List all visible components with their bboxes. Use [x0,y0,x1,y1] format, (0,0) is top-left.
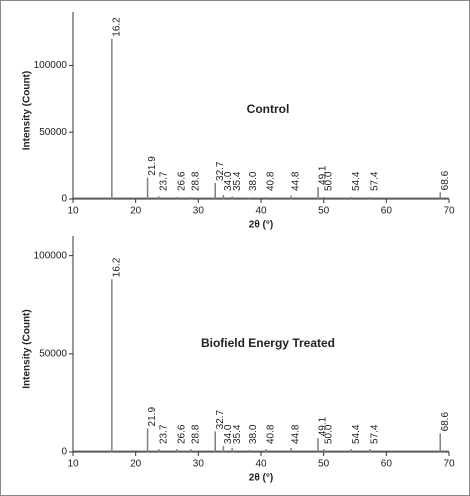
peak-label: 68.6 [440,411,451,431]
x-tick-label: 40 [255,459,267,470]
x-tick-label: 60 [381,459,393,470]
peak-label: 40.8 [266,424,277,444]
peak-label: 35.4 [232,424,243,444]
x-tick-label: 70 [443,459,455,470]
x-tick-label: 50 [318,206,330,217]
x-tick-label: 10 [67,459,79,470]
peak-label: 44.8 [291,424,302,444]
x-tick-label: 20 [130,206,142,217]
x-tick-label: 10 [67,206,79,217]
peak-label: 49.1 [318,165,329,185]
peak-label: 28.8 [190,171,201,191]
peak-label: 23.7 [158,424,169,444]
x-tick-label: 60 [381,206,393,217]
x-tick-label: 30 [193,459,205,470]
x-tick-label: 20 [130,459,142,470]
peak-label: 44.8 [291,171,302,191]
peak-label: 21.9 [147,407,158,427]
peak-label: 50.0 [323,171,334,191]
x-tick-label: 70 [443,206,455,217]
peak-label: 28.8 [190,424,201,444]
y-tick-label: 0 [61,447,67,458]
peak-label: 21.9 [147,156,158,176]
y-tick-label: 50000 [39,348,67,359]
peak-label: 34.0 [223,424,234,444]
peak-label: 50.0 [323,424,334,444]
peak-label: 49.1 [318,416,329,436]
peak-label: 32.7 [215,161,226,181]
peak-label: 16.2 [111,17,122,37]
peak-label: 26.6 [177,424,188,444]
peak-label: 57.4 [370,171,381,191]
y-axis-label: Intensity (Count) [22,309,33,388]
peak-label: 16.2 [111,257,122,277]
x-tick-label: 30 [193,206,205,217]
peak-label: 32.7 [215,409,226,429]
peak-label: 54.4 [351,171,362,191]
x-axis-label: 2θ (°) [249,473,273,484]
y-tick-label: 100000 [34,250,68,261]
peak-label: 38.0 [248,424,259,444]
y-tick-label: 0 [61,194,67,205]
annotation: Control [247,102,290,116]
peak-label: 54.4 [351,424,362,444]
x-tick-label: 40 [255,206,267,217]
peak-label: 26.6 [177,171,188,191]
peak-label: 68.6 [440,170,451,190]
peak-label: 38.0 [248,171,259,191]
y-tick-label: 50000 [39,127,67,138]
y-axis-label: Intensity (Count) [22,71,33,150]
y-tick-label: 100000 [34,60,68,71]
x-tick-label: 50 [318,459,330,470]
x-axis-label: 2θ (°) [249,220,273,231]
peak-label: 57.4 [370,424,381,444]
peak-label: 34.0 [223,171,234,191]
peak-label: 23.7 [158,171,169,191]
peak-label: 40.8 [266,171,277,191]
annotation: Biofield Energy Treated [201,336,335,350]
peak-label: 35.4 [232,171,243,191]
